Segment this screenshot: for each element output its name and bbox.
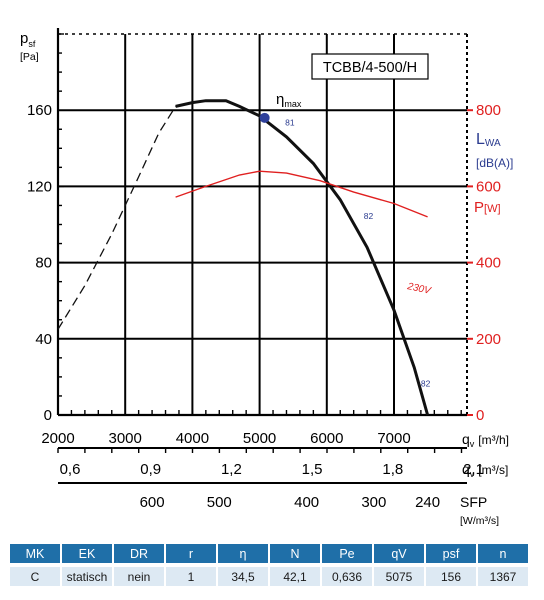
- pressure-curve: [175, 99, 430, 416]
- x2-tick-label: 1,2: [221, 461, 242, 478]
- power-tick-label: 800: [476, 102, 501, 119]
- header-psf: psf: [426, 544, 476, 563]
- value-ek: statisch: [62, 567, 112, 586]
- y-tick-label: 160: [27, 102, 52, 119]
- sfp-tick-label: 600: [140, 494, 165, 511]
- y-tick-labels: 0 40 80 120 160: [27, 102, 52, 424]
- value-eta: 34,5: [218, 567, 268, 586]
- x2-tick-labels: 0,6 0,9 1,2 1,5 1,8 2,1: [60, 461, 484, 478]
- y-tick-label: 120: [27, 178, 52, 195]
- x-tick-label: 3000: [109, 430, 142, 447]
- power-tick-label: 400: [476, 255, 501, 272]
- power-curve: [175, 170, 428, 218]
- x-tick-label: 6000: [310, 430, 343, 447]
- header-pe: Pe: [322, 544, 372, 563]
- header-qv: qV: [374, 544, 424, 563]
- x-tick-label: 2000: [41, 430, 74, 447]
- lwa-value-label: 82: [364, 211, 374, 221]
- value-mk: C: [10, 567, 60, 586]
- lwa-value-label: 82: [421, 378, 431, 388]
- sfp-tick-labels: 600 500 400 300 240: [140, 494, 441, 511]
- header-r: r: [166, 544, 216, 563]
- x-axis-label: qv [m³/h]: [462, 431, 509, 449]
- header-dr: DR: [114, 544, 164, 563]
- sfp-tick-label: 240: [415, 494, 440, 511]
- y-tick-label: 40: [35, 331, 52, 348]
- value-pe: 0,636: [322, 567, 372, 586]
- sfp-axis-unit: [W/m³/s]: [460, 515, 499, 527]
- sfp-tick-label: 300: [361, 494, 386, 511]
- axes: [56, 28, 468, 484]
- table-header-row: MK EK DR r η N Pe qV psf n: [10, 544, 528, 563]
- header-mk: MK: [10, 544, 60, 563]
- pressure-curve-dashed: [57, 106, 177, 330]
- value-r: 1: [166, 567, 216, 586]
- header-eta: η: [218, 544, 268, 563]
- x2-tick-label: 2,1: [463, 461, 484, 478]
- header-n-speed: n: [478, 544, 528, 563]
- power-curve-label: 230V: [405, 281, 432, 297]
- table-value-row: C statisch nein 1 34,5 42,1 0,636 5075 1…: [10, 567, 528, 586]
- x-tick-labels: 2000 3000 4000 5000 6000 7000: [41, 430, 410, 447]
- x2-tick-label: 0,9: [140, 461, 161, 478]
- y-tick-label: 0: [44, 407, 52, 424]
- value-psf: 156: [426, 567, 476, 586]
- header-n-power: N: [270, 544, 320, 563]
- eta-max-label: ηmax: [276, 91, 302, 109]
- value-n-speed: 1367: [478, 567, 528, 586]
- header-ek: EK: [62, 544, 112, 563]
- power-tick-labels: 0 200 400 600 800: [467, 102, 501, 424]
- y-tick-label: 80: [35, 255, 52, 272]
- x2-axis-label: qv [m³/s]: [462, 461, 508, 479]
- sfp-tick-label: 500: [207, 494, 232, 511]
- y-axis-label: psf: [20, 30, 36, 49]
- value-dr: nein: [114, 567, 164, 586]
- x2-tick-label: 1,8: [382, 461, 403, 478]
- model-label: TCBB/4-500/H: [323, 60, 417, 76]
- lwa-labels: 81 82 82: [285, 117, 430, 388]
- model-label-box: [311, 53, 429, 80]
- operating-point-table: MK EK DR r η N Pe qV psf n C statisch ne…: [8, 540, 530, 590]
- value-qv: 5075: [374, 567, 424, 586]
- lwa-value-label: 81: [285, 117, 295, 127]
- y-axis-unit: [Pa]: [20, 51, 39, 63]
- sfp-axis-label: SFP: [460, 494, 487, 510]
- power-tick-label: 200: [476, 331, 501, 348]
- x-tick-label: 4000: [176, 430, 209, 447]
- value-n-power: 42,1: [270, 567, 320, 586]
- sfp-tick-label: 400: [294, 494, 319, 511]
- header-pe-text: Pe: [339, 546, 355, 561]
- lwa-axis-label: LWA: [476, 131, 501, 149]
- lwa-axis-unit: [dB(A)]: [476, 156, 513, 170]
- power-axis-label: P[W]: [474, 199, 501, 216]
- x2-tick-label: 1,5: [302, 461, 323, 478]
- x-tick-label: 5000: [243, 430, 276, 447]
- power-tick-label: 0: [476, 407, 484, 424]
- efficiency-point: [259, 112, 270, 123]
- grid: [58, 34, 467, 415]
- x-tick-label: 7000: [377, 430, 410, 447]
- x2-tick-label: 0,6: [60, 461, 81, 478]
- power-tick-label: 600: [476, 178, 501, 195]
